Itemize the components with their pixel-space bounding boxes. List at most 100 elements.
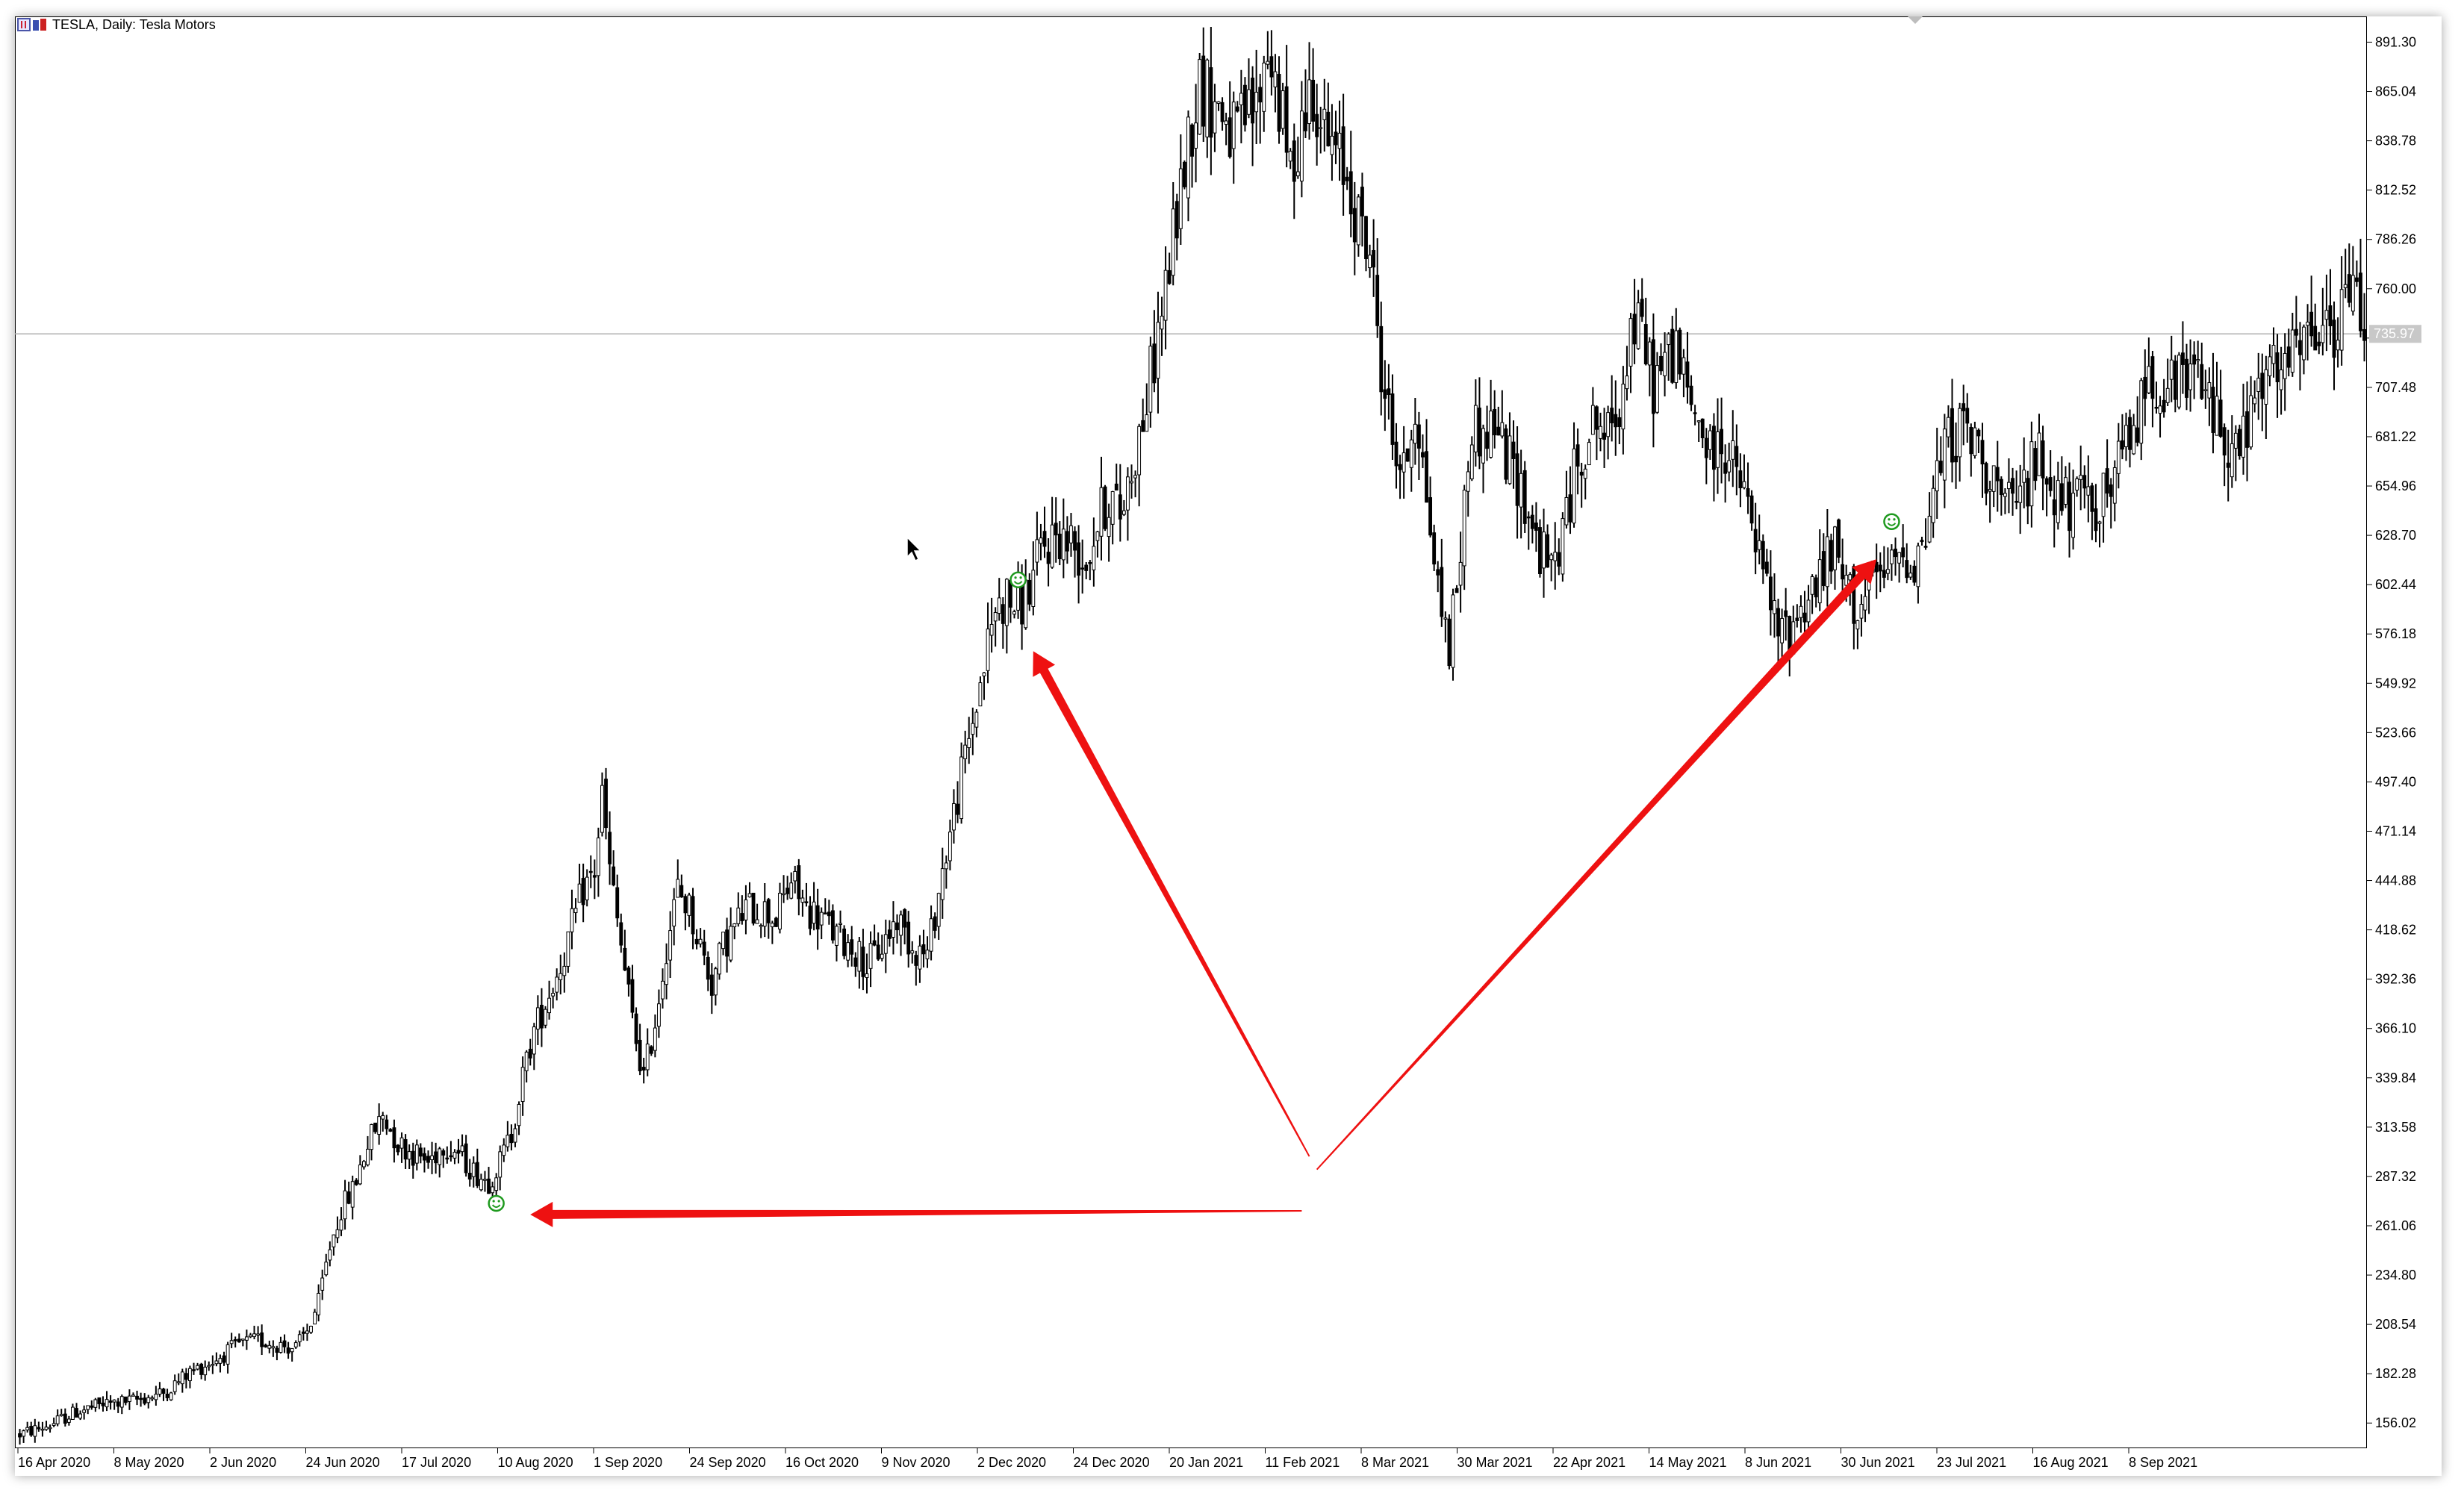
candle — [1969, 423, 1973, 477]
candle — [588, 855, 593, 888]
candle — [339, 1207, 343, 1236]
candle — [830, 904, 835, 944]
candle — [766, 897, 771, 939]
price-chart[interactable]: 891.30865.04838.78812.52786.26760.00733.… — [15, 16, 2442, 1476]
candle — [2354, 260, 2359, 287]
candle — [1050, 496, 1054, 569]
candle — [2196, 340, 2200, 378]
candle — [1035, 511, 1039, 576]
candle — [1935, 428, 1939, 519]
candle — [559, 954, 563, 995]
candle — [1364, 216, 1368, 272]
candle — [2124, 412, 2128, 461]
candle — [1950, 378, 1954, 483]
candle — [1908, 564, 1913, 580]
candle — [370, 1124, 373, 1161]
candle — [1061, 498, 1065, 579]
candle — [1829, 533, 1833, 585]
candle — [1874, 543, 1879, 599]
y-tick-label: 339.84 — [2375, 1071, 2416, 1085]
candle — [528, 1038, 532, 1066]
candle — [233, 1336, 237, 1348]
candle — [1610, 375, 1614, 442]
candle — [18, 1429, 22, 1445]
candle — [608, 811, 612, 885]
candle — [2302, 324, 2306, 375]
candle — [158, 1382, 162, 1397]
candle — [619, 913, 623, 953]
candle — [1704, 428, 1708, 484]
x-tick-label: 8 Sep 2021 — [2129, 1455, 2197, 1470]
candle — [1288, 148, 1292, 169]
y-tick-label: 444.88 — [2375, 873, 2416, 888]
candle — [29, 1421, 34, 1437]
candle — [244, 1330, 249, 1350]
y-tick-label: 156.02 — [2375, 1415, 2416, 1430]
candle — [301, 1327, 305, 1341]
candle — [86, 1405, 90, 1415]
candle — [1572, 422, 1576, 528]
candle — [1500, 390, 1505, 439]
candle — [793, 865, 797, 894]
candle — [2135, 396, 2140, 446]
candle — [1088, 560, 1092, 581]
candle — [1281, 82, 1285, 135]
candle — [1557, 538, 1561, 576]
candle — [1292, 123, 1296, 219]
candle — [1398, 455, 1402, 499]
candle — [1099, 456, 1104, 561]
candle — [1042, 506, 1047, 558]
candle — [604, 767, 608, 840]
candle — [1817, 529, 1822, 611]
candle — [196, 1362, 199, 1371]
candle — [1942, 414, 1947, 508]
candle — [1526, 511, 1531, 550]
candle — [1821, 533, 1826, 591]
chart-type-icon — [17, 18, 46, 31]
candle — [778, 882, 782, 934]
candle — [1269, 30, 1274, 96]
x-tick-label: 8 Mar 2021 — [1361, 1455, 1429, 1470]
candle — [812, 882, 816, 931]
candle — [1133, 470, 1137, 498]
candle — [2298, 322, 2302, 390]
candle — [1137, 423, 1142, 507]
candle — [290, 1347, 294, 1362]
x-tick-label: 23 Jul 2021 — [1937, 1455, 2006, 1470]
candle — [1735, 424, 1739, 496]
candle — [1121, 499, 1126, 517]
candle — [282, 1334, 287, 1353]
y-tick-label: 786.26 — [2375, 232, 2416, 247]
candle — [2086, 455, 2091, 523]
candle — [959, 742, 964, 824]
candle — [782, 875, 785, 903]
candle — [1511, 420, 1516, 489]
candle — [815, 888, 820, 950]
candle — [1538, 519, 1542, 578]
candle — [2082, 465, 2087, 509]
candle — [143, 1393, 147, 1406]
candle — [2007, 458, 2011, 514]
candle — [2018, 464, 2023, 535]
candle — [1663, 332, 1667, 397]
candle — [2218, 370, 2223, 438]
candle — [2128, 409, 2132, 468]
candle — [672, 888, 676, 946]
candle — [535, 995, 540, 1046]
candle — [2324, 274, 2329, 352]
candle — [1882, 546, 1886, 589]
candle — [1753, 502, 1758, 575]
candle — [1689, 375, 1693, 411]
candle — [1247, 58, 1251, 119]
candle — [199, 1362, 204, 1380]
candle — [694, 929, 699, 950]
candle — [2290, 312, 2295, 377]
candle — [2044, 476, 2049, 517]
candle — [2071, 470, 2075, 550]
candle — [883, 919, 888, 973]
candle — [1731, 410, 1735, 487]
candle — [1568, 466, 1572, 535]
candle — [2245, 381, 2249, 482]
y-tick-label: 208.54 — [2375, 1317, 2416, 1332]
candle — [630, 964, 635, 1019]
